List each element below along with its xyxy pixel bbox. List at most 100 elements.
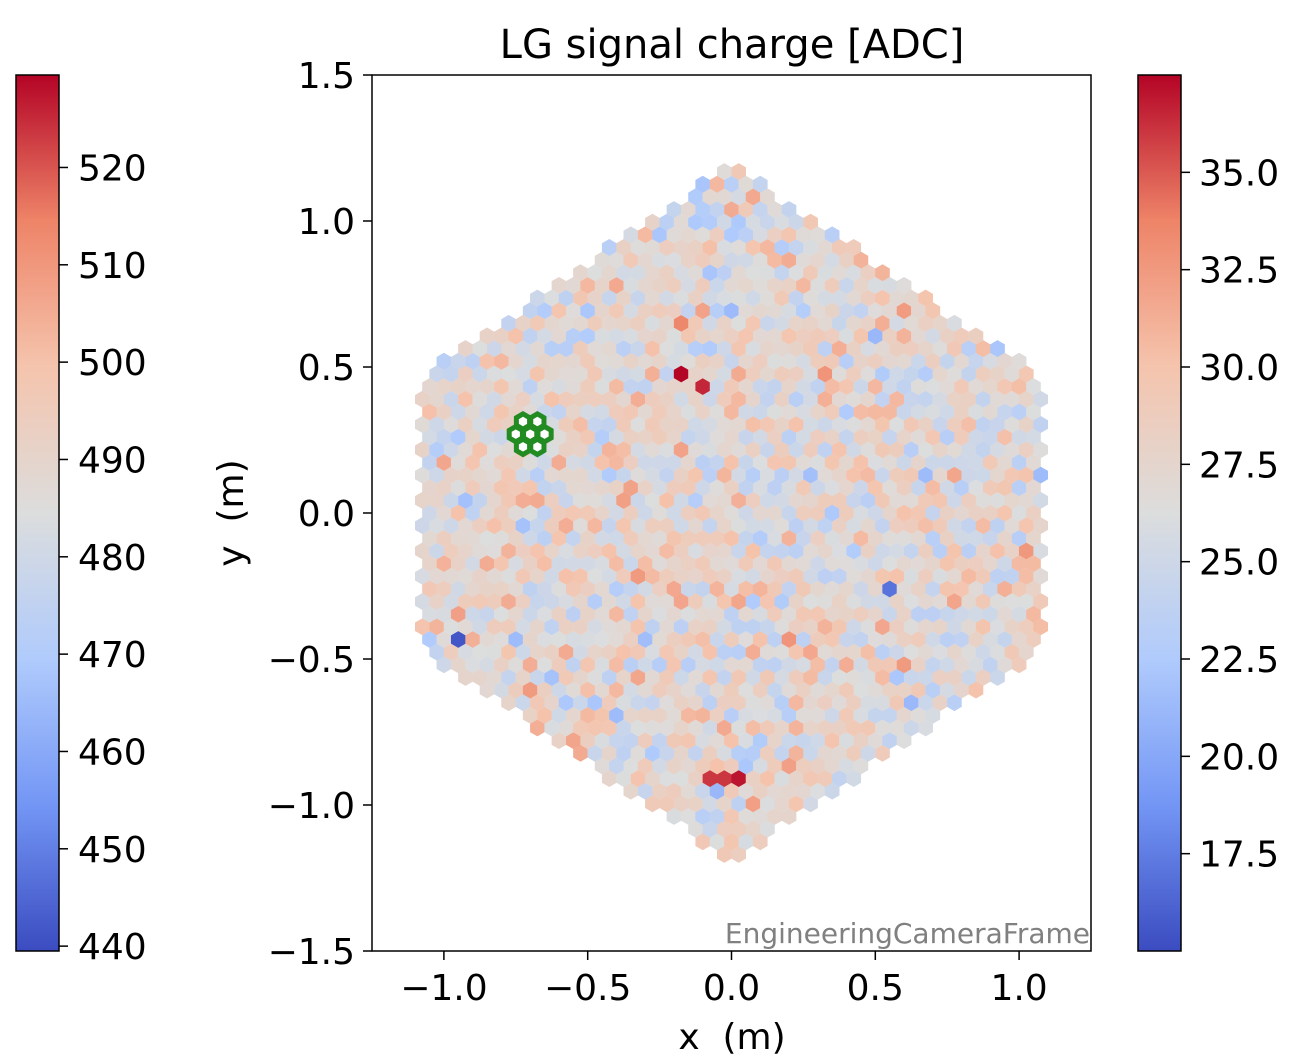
camera-pixel [788, 213, 804, 231]
camera-pixel [436, 656, 452, 674]
camera-pixel [580, 276, 596, 294]
camera-pixel [702, 593, 718, 610]
camera-pixel [415, 618, 430, 636]
camera-pixel [788, 239, 804, 256]
camera-pixel [745, 264, 761, 282]
camera-pixel [832, 466, 847, 484]
camera-pixel [882, 352, 898, 370]
camera-pixel [731, 441, 747, 459]
camera-pixel [450, 555, 466, 573]
camera-pixel [429, 466, 445, 484]
camera-pixel [652, 302, 667, 320]
camera-pixel [832, 542, 847, 560]
camera-pixel [853, 378, 869, 396]
camera-pixel [637, 378, 653, 396]
camera-pixel [781, 656, 797, 674]
camera-pixel [824, 681, 840, 699]
camera-pixel [594, 428, 610, 446]
camera-pixel [983, 504, 998, 522]
camera-pixel [537, 555, 552, 573]
camera-pixel [767, 529, 782, 547]
camera-pixel [781, 378, 797, 396]
camera-pixel [551, 555, 567, 573]
camera-pixel [745, 542, 761, 560]
colorbar-tick-label: 470 [78, 635, 147, 676]
camera-pixel [415, 517, 430, 535]
camera-pixel [968, 656, 984, 674]
camera-pixel [961, 441, 977, 459]
camera-pixel [860, 618, 876, 636]
camera-pixel [817, 466, 833, 484]
camera-pixel [1011, 352, 1027, 370]
camera-pixel [558, 643, 574, 661]
camera-pixel [781, 226, 797, 244]
camera-pixel [716, 441, 732, 459]
camera-pixel [601, 744, 617, 762]
camera-pixel [983, 453, 998, 471]
camera-pixel [860, 643, 876, 661]
camera-pixel [666, 630, 682, 648]
camera-pixel [630, 390, 646, 408]
camera-pixel [637, 504, 653, 522]
camera-pixel [580, 302, 596, 320]
camera-pixel [479, 378, 495, 396]
camera-pixel [415, 466, 430, 484]
camera-pixel [882, 302, 898, 320]
camera-pixel [659, 340, 675, 358]
camera-pixel [745, 643, 761, 661]
camera-pixel [616, 517, 631, 535]
camera-pixel [781, 605, 797, 623]
camera-pixel [860, 517, 876, 535]
camera-pixel [637, 529, 653, 547]
camera-pixel [731, 163, 747, 181]
camera-pixel [623, 302, 639, 320]
camera-pixel [695, 732, 711, 750]
camera-pixel [716, 340, 732, 358]
camera-pixel [947, 694, 962, 712]
camera-pixel [875, 643, 890, 661]
camera-pixel [803, 593, 818, 610]
camera-pixel [609, 555, 624, 573]
camera-pixel [1004, 466, 1020, 484]
camera-pixel [688, 694, 703, 712]
camera-pixel [918, 289, 933, 307]
camera-pixel [558, 668, 574, 686]
camera-pixel [839, 479, 854, 497]
camera-pixel [530, 365, 545, 383]
camera-pixel [1004, 517, 1020, 535]
camera-pixel [587, 668, 603, 686]
camera-pixel [479, 681, 495, 699]
camera-pixel [688, 390, 703, 408]
camera-pixel [752, 378, 768, 396]
camera-pixel [652, 327, 667, 345]
camera-pixel [422, 453, 437, 471]
camera-pixel [810, 782, 826, 800]
camera-pixel [544, 340, 560, 358]
camera-pixel [731, 542, 747, 560]
camera-pixel [637, 706, 653, 724]
camera-pixel [1011, 504, 1027, 522]
camera-pixel [508, 529, 524, 547]
camera-pixel [681, 782, 696, 800]
camera-pixel [832, 340, 847, 358]
camera-pixel [688, 542, 703, 560]
camera-pixel [601, 239, 617, 256]
camera-pixel [738, 327, 754, 345]
camera-pixel [853, 681, 869, 699]
camera-pixel [760, 289, 775, 307]
camera-pixel [824, 276, 840, 294]
camera-pixel [767, 605, 782, 623]
camera-pixel [573, 466, 588, 484]
camera-pixel [738, 732, 754, 750]
camera-pixel [767, 276, 782, 294]
camera-pixel [925, 504, 941, 522]
camera-pixel [537, 504, 552, 522]
camera-pixel [738, 251, 754, 269]
camera-pixel [867, 302, 883, 320]
camera-pixel [688, 466, 703, 484]
camera-pixel [666, 479, 682, 497]
camera-pixel [1004, 390, 1020, 408]
camera-pixel [760, 213, 775, 231]
camera-pixel [709, 580, 725, 598]
camera-pixel [709, 605, 725, 623]
